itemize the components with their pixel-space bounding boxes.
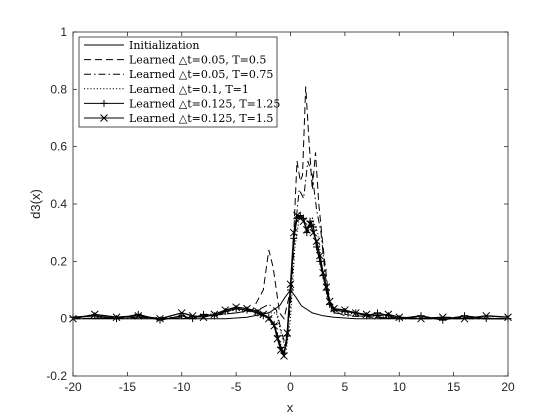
x-marker (395, 313, 404, 322)
x-marker (283, 329, 292, 337)
x-tick-label: 20 (501, 380, 515, 394)
x-marker (351, 309, 360, 317)
x-marker (188, 311, 197, 320)
x-marker (362, 310, 371, 319)
x-marker (199, 313, 208, 322)
legend-box (78, 36, 278, 128)
x-marker (100, 114, 108, 122)
x-tick-label: 5 (342, 380, 349, 394)
plus-marker (156, 316, 164, 324)
x-marker (280, 352, 288, 360)
y-tick-label: 0.6 (50, 140, 67, 154)
x-marker (259, 310, 268, 319)
x-marker (325, 297, 334, 306)
x-marker (156, 314, 164, 323)
x-marker (341, 306, 349, 314)
y-tick-label: 0.8 (50, 82, 67, 96)
plus-marker (341, 308, 349, 315)
x-marker (273, 334, 282, 343)
plus-marker (384, 312, 392, 320)
plus-marker (243, 306, 251, 314)
x-marker (319, 268, 327, 277)
x-marker (330, 304, 338, 313)
x-axis-label: x (287, 400, 294, 415)
plus-marker (363, 312, 371, 320)
x-tick-label: 10 (393, 380, 407, 394)
x-marker (417, 314, 425, 323)
y-tick-label: -0.2 (46, 369, 67, 383)
x-marker (316, 251, 324, 260)
x-marker (134, 311, 143, 320)
x-marker (373, 311, 382, 320)
x-axis: -20 -15 -10 -5 0 5 10 15 20 (64, 32, 515, 394)
y-axis-label: d3(x) (28, 189, 43, 219)
x-marker (309, 228, 318, 237)
x-tick-label: -20 (64, 380, 82, 394)
legend-label: Learned △t=0.1, T=1 (129, 83, 249, 96)
plus-marker (313, 243, 321, 251)
plus-marker (91, 312, 99, 320)
x-marker (438, 313, 447, 322)
y-axis: -0.2 0 0.2 0.4 0.6 0.8 1 (46, 25, 508, 383)
x-marker (90, 310, 99, 319)
legend-label: Learned △t=0.05, T=0.5 (129, 54, 266, 67)
plus-marker (232, 305, 240, 313)
legend-label: Learned △t=0.125, T=1.5 (129, 112, 273, 125)
x-marker (254, 307, 262, 316)
x-tick-label: -15 (119, 380, 137, 394)
x-marker (460, 314, 469, 323)
plus-marker (210, 312, 218, 320)
plus-marker (316, 257, 324, 265)
legend-label: Learned △t=0.05, T=0.75 (129, 68, 273, 81)
plus-marker (395, 315, 403, 323)
x-marker (289, 228, 298, 237)
series-5 (69, 211, 512, 360)
x-marker (112, 313, 121, 322)
y-tick-label: 0.2 (50, 254, 67, 268)
x-marker (482, 311, 491, 320)
plus-marker (134, 310, 142, 318)
y-tick-label: 0 (60, 312, 67, 326)
x-marker (221, 306, 230, 314)
plus-marker (100, 99, 108, 107)
legend-label: Learned △t=0.125, T=1.25 (129, 97, 280, 110)
legend-label: Initialization (129, 39, 199, 52)
x-marker (264, 314, 273, 323)
x-marker (312, 237, 321, 246)
x-tick-label: 0 (287, 380, 294, 394)
x-marker (243, 304, 251, 313)
x-marker (276, 346, 285, 355)
x-marker (306, 220, 314, 228)
x-tick-label: 15 (447, 380, 461, 394)
x-tick-label: -10 (173, 380, 191, 394)
x-marker (232, 303, 240, 312)
x-marker (384, 310, 393, 319)
series-0 (73, 289, 508, 320)
y-tick-label: 0.4 (50, 197, 67, 211)
series-line (73, 289, 508, 320)
x-tick-label: -5 (231, 380, 242, 394)
x-marker (210, 310, 219, 319)
x-marker (302, 225, 311, 234)
y-tick-label: 1 (60, 25, 67, 39)
x-marker (299, 217, 308, 226)
x-marker (177, 309, 186, 317)
x-marker (286, 280, 295, 289)
plus-marker (113, 315, 120, 323)
x-marker (322, 283, 331, 291)
series-layer (69, 86, 512, 360)
x-marker (270, 321, 279, 330)
